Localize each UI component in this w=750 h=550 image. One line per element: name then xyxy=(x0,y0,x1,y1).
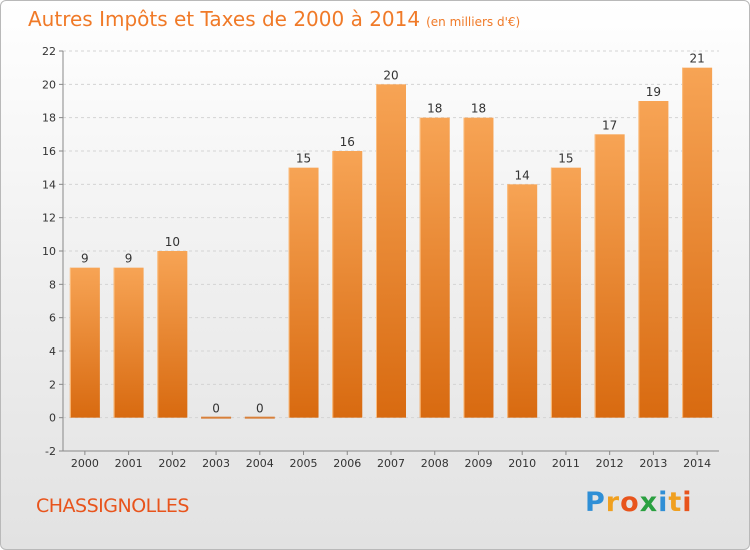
data-label-2012: 17 xyxy=(602,118,617,132)
x-tick-label-2011: 2011 xyxy=(552,457,580,470)
logo-letter: t xyxy=(668,487,683,518)
x-tick-label-2003: 2003 xyxy=(202,457,230,470)
chart-title-main: Autres Impôts et Taxes de 2000 à 2014 xyxy=(28,7,421,31)
x-tick-label-2013: 2013 xyxy=(639,457,667,470)
bar-2009 xyxy=(463,117,494,418)
bar-2011 xyxy=(550,167,581,418)
x-tick-label-2001: 2001 xyxy=(115,457,143,470)
y-tick-label: 0 xyxy=(49,412,56,425)
bar-2012 xyxy=(594,134,625,418)
x-tick-label-2000: 2000 xyxy=(71,457,99,470)
bar-2000 xyxy=(69,267,100,418)
x-tick-label-2012: 2012 xyxy=(596,457,624,470)
y-tick-label: 10 xyxy=(42,245,56,258)
logo-letter: x xyxy=(639,487,659,518)
data-label-2007: 20 xyxy=(383,68,398,82)
data-label-2008: 18 xyxy=(427,102,442,116)
logo-letter: o xyxy=(620,487,640,518)
data-labels: 9 9 10 0 0 15 16 20 18 18 14 15 17 19 21 xyxy=(81,52,705,416)
data-label-2003: 0 xyxy=(212,402,220,416)
bar-2006 xyxy=(332,151,363,418)
x-tick-label-2004: 2004 xyxy=(246,457,274,470)
bar-2014 xyxy=(682,67,713,418)
x-tick-label-2007: 2007 xyxy=(377,457,405,470)
y-tick-label: -2 xyxy=(45,445,56,458)
logo-letter: P xyxy=(585,487,606,518)
data-label-2000: 9 xyxy=(81,252,89,266)
x-tick-label-2002: 2002 xyxy=(158,457,186,470)
y-tick-label: 2 xyxy=(49,378,56,391)
bar-2001 xyxy=(113,267,144,418)
x-tick-label-2008: 2008 xyxy=(421,457,449,470)
x-tick-label-2005: 2005 xyxy=(290,457,318,470)
x-tick-label-2009: 2009 xyxy=(464,457,492,470)
y-tick-label: 12 xyxy=(42,212,56,225)
y-tick-label: 18 xyxy=(42,112,56,125)
x-tick-label-2006: 2006 xyxy=(333,457,361,470)
data-label-2004: 0 xyxy=(256,402,264,416)
y-tick-label: 20 xyxy=(42,78,56,91)
logo-letter: i xyxy=(682,487,693,518)
data-label-2009: 18 xyxy=(471,102,486,116)
y-tick-label: 14 xyxy=(42,178,56,191)
bar-2010 xyxy=(507,184,538,418)
x-axis: 2000 2001 2002 2003 2004 2005 2006 2007 2008 2009… xyxy=(71,451,711,470)
data-label-2014: 21 xyxy=(689,52,704,66)
data-label-2013: 19 xyxy=(646,85,661,99)
data-label-2011: 15 xyxy=(558,152,573,166)
bar-2013 xyxy=(638,101,669,418)
y-tick-label: 6 xyxy=(49,312,56,325)
data-label-2001: 9 xyxy=(125,252,133,266)
bar-2004 xyxy=(244,416,275,419)
bar-2007 xyxy=(376,84,406,418)
data-label-2005: 15 xyxy=(296,152,311,166)
data-label-2002: 10 xyxy=(165,235,180,249)
bar-2005 xyxy=(288,167,319,418)
bar-2002 xyxy=(157,251,188,418)
y-tick-label: 4 xyxy=(49,345,56,358)
logo-letter: r xyxy=(605,487,621,518)
commune-name: CHASSIGNOLLES xyxy=(36,495,189,517)
y-tick-label: 8 xyxy=(49,278,56,291)
bars xyxy=(69,67,713,419)
data-label-2010: 14 xyxy=(515,168,530,182)
y-tick-label: 16 xyxy=(42,145,56,158)
chart-title: Autres Impôts et Taxes de 2000 à 2014 (en… xyxy=(28,7,520,31)
bar-2008 xyxy=(419,117,450,418)
data-label-2006: 16 xyxy=(340,135,355,149)
y-tick-label: 22 xyxy=(42,45,56,58)
chart-title-unit: (en milliers d'€) xyxy=(426,15,521,29)
x-tick-label-2014: 2014 xyxy=(683,457,711,470)
logo-letter: i xyxy=(658,487,669,518)
proxiti-logo: Proxiti xyxy=(585,487,693,518)
bar-2003 xyxy=(201,416,232,419)
x-tick-label-2010: 2010 xyxy=(508,457,536,470)
